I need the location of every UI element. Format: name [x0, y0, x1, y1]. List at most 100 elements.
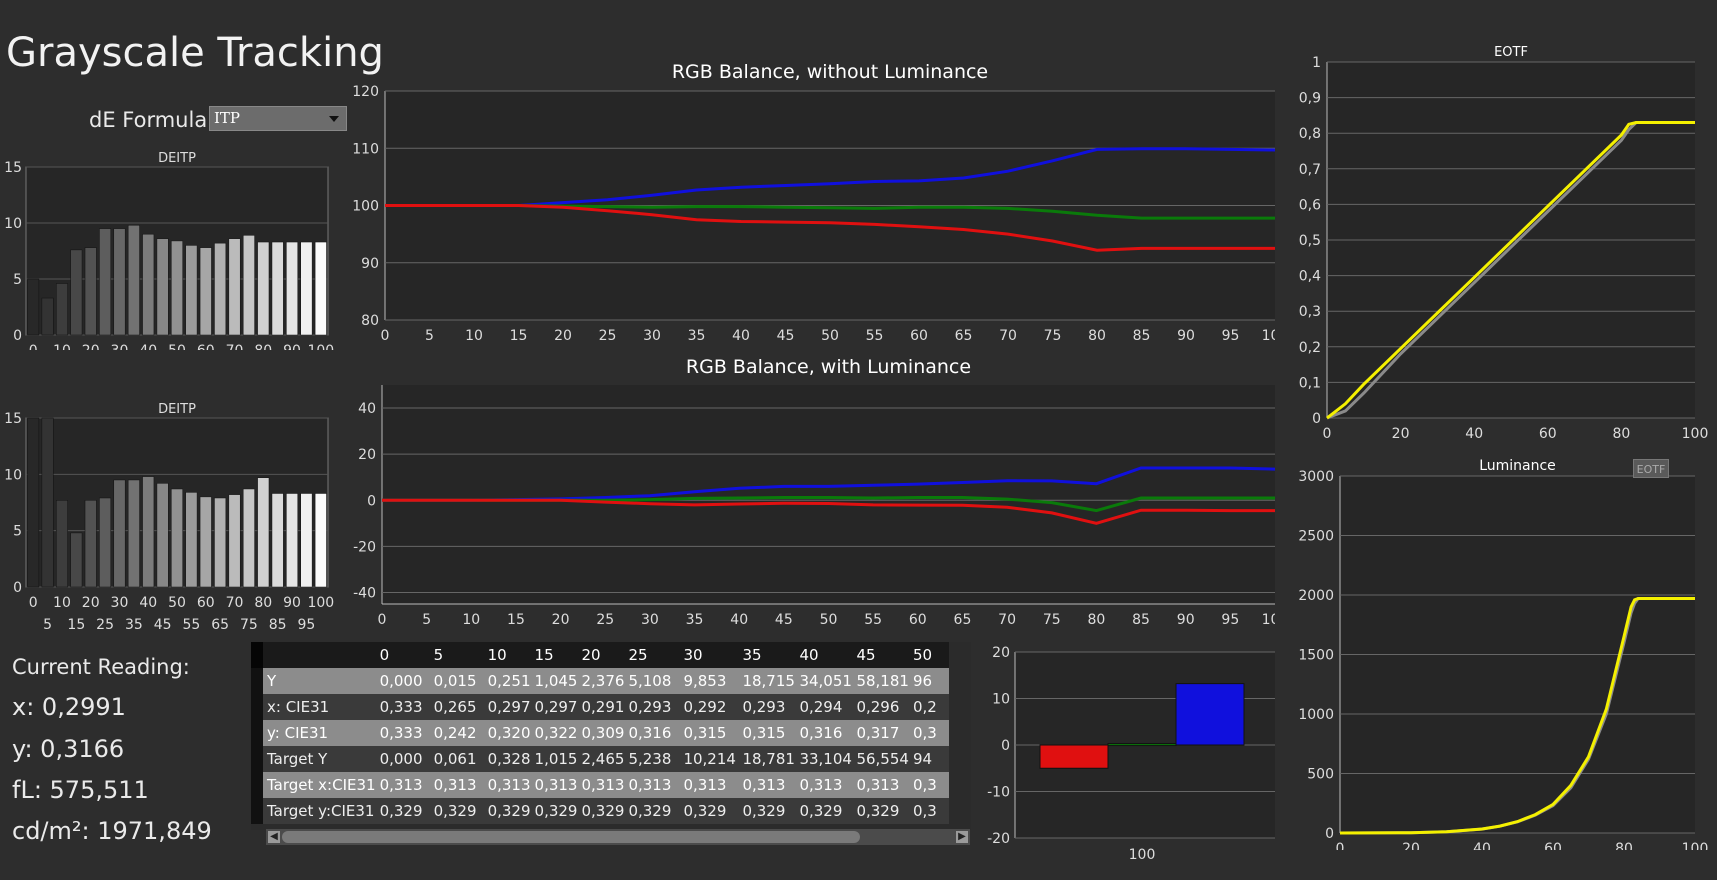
- table-cell: 0,313: [624, 772, 680, 798]
- row-selector[interactable]: [251, 668, 263, 694]
- reading-x: x: 0,2991: [12, 693, 126, 721]
- table-row[interactable]: Target Y 0,000 0,061 0,328 1,015 2,465 5,238 10…: [251, 746, 949, 772]
- bar: [271, 241, 284, 336]
- x-tick-label: 15: [507, 612, 525, 628]
- x-tick-label: 45: [777, 328, 795, 344]
- x-tick-label: 95: [1222, 328, 1240, 344]
- row-selector[interactable]: [251, 720, 263, 746]
- y-tick-label: 20: [358, 447, 376, 463]
- table-cell: 0,329: [795, 798, 853, 824]
- table-cell: 9,853: [679, 668, 739, 694]
- y-tick-label: 0,5: [1299, 233, 1321, 249]
- table-row[interactable]: Target y:CIE31 0,329 0,329 0,329 0,329 0,329 0…: [251, 798, 949, 824]
- x-tick-label: 40: [730, 612, 748, 628]
- scrollbar-thumb[interactable]: [282, 831, 860, 843]
- bar: [1175, 683, 1245, 746]
- eotf-toggle-button[interactable]: EOTF: [1633, 459, 1669, 478]
- x-tick-label: 90: [1177, 328, 1195, 344]
- rgb-balance-chart: RGB Balance, without Luminance8090100110…: [352, 61, 1275, 344]
- x-tick-label: 100: [307, 595, 334, 611]
- bar: [27, 417, 40, 588]
- x-tick-label: 65: [955, 328, 973, 344]
- x-tick-label: 0: [29, 595, 38, 611]
- table-cell: 0,297: [530, 694, 578, 720]
- bar: [56, 499, 68, 588]
- table-cell: 0,329: [852, 798, 909, 824]
- table-cell: 0,317: [852, 720, 909, 746]
- table-cell: 0,015: [429, 668, 484, 694]
- table-header-cell: 50: [908, 642, 949, 668]
- table-cell: 0,313: [530, 772, 578, 798]
- x-tick-label: 80: [1615, 841, 1633, 850]
- y-tick-label: 120: [352, 84, 379, 100]
- x-tick-label: 85: [269, 617, 287, 629]
- x-tick-label: 10: [462, 612, 480, 628]
- table-cell: 0,293: [738, 694, 796, 720]
- bar: [156, 238, 169, 336]
- row-selector[interactable]: [251, 772, 263, 798]
- bar: [99, 497, 112, 588]
- de-formula-value: ITP: [214, 109, 241, 127]
- x-tick-label: 80: [1612, 426, 1630, 442]
- bar: [171, 240, 183, 336]
- y-tick-label: -40: [353, 585, 376, 601]
- x-tick-label: 85: [1133, 328, 1151, 344]
- de-formula-select[interactable]: ITP: [209, 106, 347, 131]
- rgb-balance-luminance-chart: RGB Balance, with Luminance -40 -20 0 20 40 0 5…: [353, 356, 1275, 628]
- y-tick-label: 100: [352, 199, 379, 215]
- table-cell: 0,313: [483, 772, 531, 798]
- table-row[interactable]: Y 0,000 0,015 0,251 1,045 2,376 5,108 9,853 18,7…: [251, 668, 949, 694]
- chart-title: Luminance: [1479, 458, 1556, 474]
- bar: [242, 488, 255, 588]
- table-row[interactable]: x: CIE31 0,333 0,265 0,297 0,297 0,291 0,293 0,…: [251, 694, 949, 720]
- reading-y: y: 0,3166: [12, 735, 125, 763]
- reading-cdm2: cd/m²: 1971,849: [12, 817, 212, 845]
- x-tick-label: 40: [139, 595, 157, 611]
- bar: [257, 241, 270, 336]
- table-cell: 0,315: [679, 720, 739, 746]
- table-header-cell: 45: [852, 642, 909, 668]
- y-tick-label: 500: [1307, 767, 1334, 783]
- row-selector[interactable]: [251, 798, 263, 824]
- x-tick-label: 90: [1177, 612, 1195, 628]
- table-horizontal-scrollbar[interactable]: ◀ ▶: [266, 829, 970, 845]
- table-cell: 0,3: [908, 720, 949, 746]
- table-cell: 2,376: [577, 668, 625, 694]
- x-tick-label: 60: [1539, 426, 1557, 442]
- x-tick-label: 25: [96, 617, 114, 629]
- y-tick-label: 2500: [1298, 529, 1334, 545]
- bar: [286, 493, 298, 588]
- scroll-left-icon[interactable]: ◀: [268, 831, 280, 843]
- scroll-right-icon[interactable]: ▶: [956, 831, 968, 843]
- rgb-bar-chart: -20 -10 0 10 20 100: [987, 645, 1275, 863]
- table-cell: 0,313: [429, 772, 484, 798]
- bar: [84, 499, 97, 588]
- x-tick-label: 60: [197, 595, 215, 611]
- bar: [27, 278, 40, 336]
- table-row[interactable]: y: CIE31 0,333 0,242 0,320 0,322 0,309 0,316 0,…: [251, 720, 949, 746]
- y-tick-label: 0,8: [1299, 126, 1321, 142]
- x-tick-label: 70: [226, 595, 244, 611]
- y-tick-label: -10: [987, 785, 1010, 801]
- de-formula-label: dE Formula:: [89, 108, 215, 132]
- table-row[interactable]: Target x:CIE31 0,313 0,313 0,313 0,313 0,313 0…: [251, 772, 949, 798]
- bar: [70, 532, 83, 588]
- y-tick-label: 80: [361, 313, 379, 329]
- table-corner[interactable]: [251, 642, 263, 668]
- bar: [199, 247, 212, 336]
- chart-title: DEITP: [158, 402, 196, 417]
- row-selector[interactable]: [251, 746, 263, 772]
- y-tick-label: 0: [13, 580, 22, 596]
- table-cell: 0,297: [483, 694, 531, 720]
- bar: [300, 493, 313, 588]
- table-cell: 56,554: [852, 746, 909, 772]
- y-tick-label: 0,3: [1299, 304, 1321, 320]
- table-cell: 0,265: [429, 694, 484, 720]
- row-selector[interactable]: [251, 694, 263, 720]
- x-tick-label: 15: [67, 617, 85, 629]
- x-tick-label: 10: [53, 343, 71, 350]
- y-tick-label: 5: [13, 524, 22, 540]
- table-cell: 0,061: [429, 746, 484, 772]
- y-tick-label: -20: [353, 539, 376, 555]
- readings-table[interactable]: 0 5 10 15 20 25 30 35 40 45 50 Y 0,000 0,015 0,251 1,04…: [251, 642, 971, 830]
